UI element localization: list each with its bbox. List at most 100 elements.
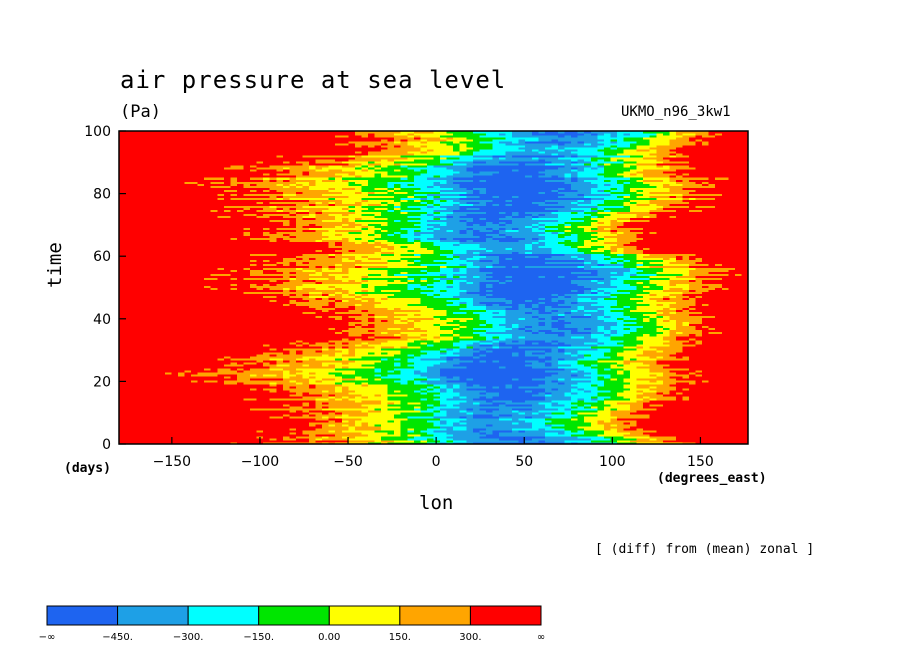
field-cell <box>695 435 703 439</box>
field-cell <box>669 381 677 385</box>
field-cell <box>302 399 310 403</box>
field-cell <box>256 421 264 425</box>
field-cell <box>682 399 690 403</box>
field-cell <box>341 427 349 431</box>
field-cell <box>413 375 421 379</box>
field-cell <box>499 407 507 411</box>
field-cell <box>191 419 199 423</box>
field-cell <box>702 383 710 387</box>
field-cell <box>354 385 363 389</box>
field-cell <box>584 415 592 419</box>
field-cell <box>341 439 349 443</box>
field-cell <box>440 419 448 423</box>
field-cell <box>217 417 225 421</box>
field-cell <box>145 417 153 421</box>
field-cell <box>531 375 539 379</box>
field-cell <box>525 397 533 401</box>
field-cell <box>721 407 729 411</box>
field-cell <box>741 425 749 429</box>
field-cell <box>289 395 297 399</box>
field-cell <box>171 419 179 423</box>
field-cell <box>557 433 566 437</box>
field-cell <box>518 393 526 397</box>
field-cell <box>623 429 631 433</box>
field-cell <box>328 371 336 375</box>
field-cell <box>413 433 421 437</box>
field-cell <box>630 403 638 407</box>
field-cell <box>256 393 264 397</box>
field-cell <box>708 397 716 401</box>
field-cell <box>217 401 225 405</box>
field-cell <box>616 417 625 421</box>
field-cell <box>177 395 186 399</box>
field-cell <box>138 385 146 389</box>
field-cell <box>263 397 271 401</box>
field-cell <box>276 385 284 389</box>
field-cell <box>426 427 435 431</box>
field-cell <box>413 431 421 435</box>
field-cell <box>741 395 749 399</box>
field-cell <box>191 411 199 415</box>
field-cell <box>669 397 677 401</box>
field-cell <box>446 413 454 417</box>
field-cell <box>177 391 186 395</box>
field-cell <box>721 415 729 419</box>
field-cell <box>446 395 454 399</box>
field-cell <box>630 413 638 417</box>
field-cell <box>132 387 140 391</box>
field-cell <box>164 423 173 427</box>
field-cell <box>669 423 677 427</box>
field-cell <box>492 419 500 423</box>
field-cell <box>348 421 356 425</box>
field-cell <box>282 427 290 431</box>
field-cell <box>734 403 743 407</box>
field-cell <box>643 375 651 379</box>
field-cell <box>210 405 218 409</box>
field-cell <box>197 417 205 421</box>
field-cell <box>158 373 166 377</box>
field-cell <box>119 425 127 429</box>
field-cell <box>158 393 166 397</box>
field-cell <box>662 433 670 437</box>
field-cell <box>459 375 467 379</box>
field-cell <box>525 371 533 375</box>
field-cell <box>367 409 376 413</box>
field-cell <box>741 377 749 381</box>
field-cell <box>125 381 133 385</box>
field-cell <box>289 403 297 407</box>
field-cell <box>210 409 218 413</box>
field-cell <box>702 391 710 395</box>
field-cell <box>315 395 323 399</box>
field-cell <box>551 399 559 403</box>
field-cell <box>636 385 644 389</box>
field-cell <box>400 431 408 435</box>
field-cell <box>734 419 743 423</box>
field-cell <box>525 379 533 383</box>
field-cell <box>361 369 369 373</box>
field-cell <box>276 411 284 415</box>
field-cell <box>164 401 173 405</box>
field-cell <box>728 369 736 373</box>
field-cell <box>204 367 212 371</box>
field-cell <box>138 423 146 427</box>
field-cell <box>623 377 631 381</box>
field-cell <box>564 379 572 383</box>
field-cell <box>544 417 553 421</box>
field-cell <box>302 393 310 397</box>
field-cell <box>204 375 212 379</box>
field-cell <box>479 431 487 435</box>
field-cell <box>348 377 356 381</box>
field-cell <box>512 389 520 393</box>
field-cell <box>453 437 461 441</box>
field-cell <box>236 423 245 427</box>
field-cell <box>649 395 657 399</box>
field-cell <box>695 433 703 437</box>
field-cell <box>512 427 520 431</box>
field-cell <box>505 435 513 439</box>
field-cell <box>538 381 546 385</box>
field-cell <box>446 381 454 385</box>
field-cell <box>177 371 186 375</box>
field-cell <box>125 413 133 417</box>
field-cell <box>341 433 349 437</box>
